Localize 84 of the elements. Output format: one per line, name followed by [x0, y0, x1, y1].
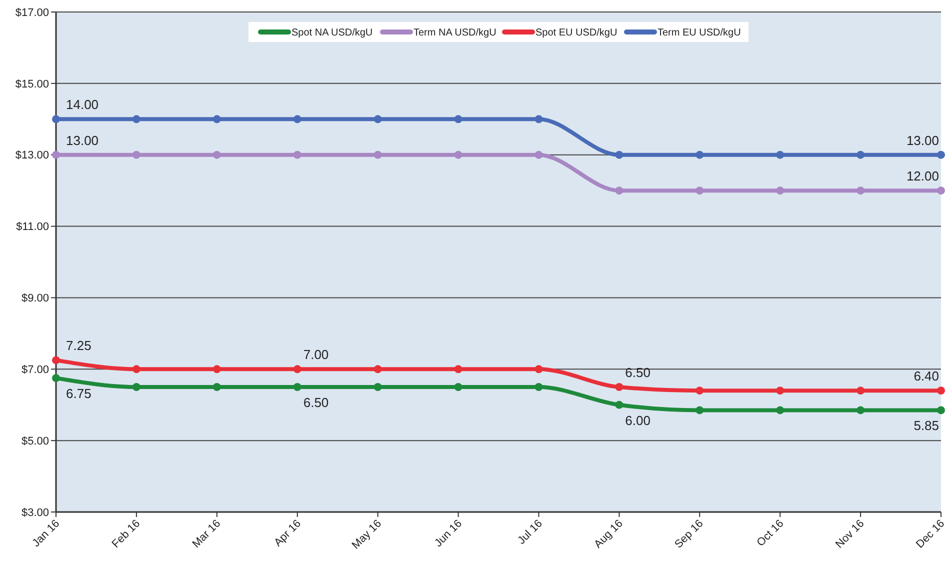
data-label: 6.50	[625, 365, 650, 380]
y-tick-label: $17.00	[15, 6, 49, 19]
data-label: 7.00	[303, 347, 329, 362]
point	[293, 365, 302, 374]
point	[856, 386, 865, 395]
data-label: 6.00	[625, 412, 650, 428]
point	[776, 386, 784, 395]
point	[615, 383, 624, 391]
point	[534, 115, 543, 124]
y-tick-label: $3.00	[21, 506, 49, 519]
point	[293, 150, 302, 159]
y-tick-label: $13.00	[15, 150, 49, 162]
data-label: 13.00	[66, 132, 99, 148]
point	[776, 150, 784, 159]
point	[937, 386, 945, 395]
point	[534, 365, 543, 374]
x-tick-label: Sep 16	[672, 518, 706, 551]
point	[856, 150, 865, 159]
point	[454, 150, 462, 159]
x-tick-label: May 16	[350, 518, 384, 552]
x-tick-label: Oct 16	[754, 518, 786, 550]
point	[534, 150, 543, 159]
data-label: 13.00	[906, 132, 939, 148]
point	[937, 406, 945, 414]
point	[52, 374, 60, 382]
x-tick-label: Dec 16	[914, 518, 948, 551]
data-label: 6.75	[66, 386, 92, 402]
point	[615, 186, 624, 195]
point	[374, 383, 382, 391]
x-tick-label: Aug 16	[592, 518, 626, 551]
data-label: 14.00	[66, 97, 99, 112]
legend-label: Term NA USD/kgU	[414, 28, 496, 38]
y-tick-label: $9.00	[21, 292, 49, 305]
point	[696, 386, 704, 395]
point	[937, 186, 945, 195]
point	[212, 383, 221, 391]
point	[132, 115, 140, 124]
point	[374, 365, 382, 374]
legend-label: Term EU USD/kgU	[658, 28, 741, 38]
point	[696, 186, 704, 195]
point	[454, 115, 462, 124]
point	[293, 383, 302, 391]
point	[52, 115, 60, 124]
point	[615, 400, 624, 409]
point	[534, 383, 543, 391]
point	[374, 150, 382, 159]
point	[293, 115, 302, 124]
x-tick-label: Jun 16	[432, 518, 464, 550]
point	[52, 356, 60, 364]
point	[776, 186, 784, 195]
point	[212, 365, 221, 374]
y-tick-label: $15.00	[15, 78, 49, 90]
point	[696, 406, 704, 414]
data-label: 6.40	[914, 368, 939, 384]
y-tick-label: $7.00	[21, 364, 49, 376]
point	[937, 150, 945, 159]
point	[856, 186, 865, 195]
data-label: 6.50	[303, 395, 329, 410]
point	[132, 383, 140, 391]
point	[132, 150, 140, 159]
x-tick-label: Mar 16	[190, 518, 224, 550]
point	[454, 365, 462, 374]
point	[856, 406, 865, 414]
x-tick-label: Apr 16	[272, 518, 304, 550]
point	[696, 150, 704, 159]
data-label: 12.00	[906, 168, 939, 184]
point	[374, 115, 382, 124]
data-label: 5.85	[914, 418, 939, 434]
y-tick-label: $11.00	[16, 221, 49, 234]
x-tick-label: Jan 16	[30, 518, 62, 550]
x-tick-label: Feb 16	[110, 518, 143, 550]
point	[615, 150, 624, 159]
point	[52, 150, 60, 159]
data-label: 7.25	[66, 338, 92, 354]
legend-label: Spot EU USD/kgU	[536, 28, 618, 38]
x-tick-label: Jul 16	[516, 518, 545, 547]
point	[212, 115, 221, 124]
point	[454, 383, 462, 391]
point	[212, 150, 221, 159]
x-tick-label: Nov 16	[834, 518, 867, 551]
legend-label: Spot NA USD/kgU	[292, 28, 373, 38]
y-tick-label: $5.00	[21, 435, 49, 448]
point	[132, 365, 140, 374]
point	[776, 406, 784, 414]
